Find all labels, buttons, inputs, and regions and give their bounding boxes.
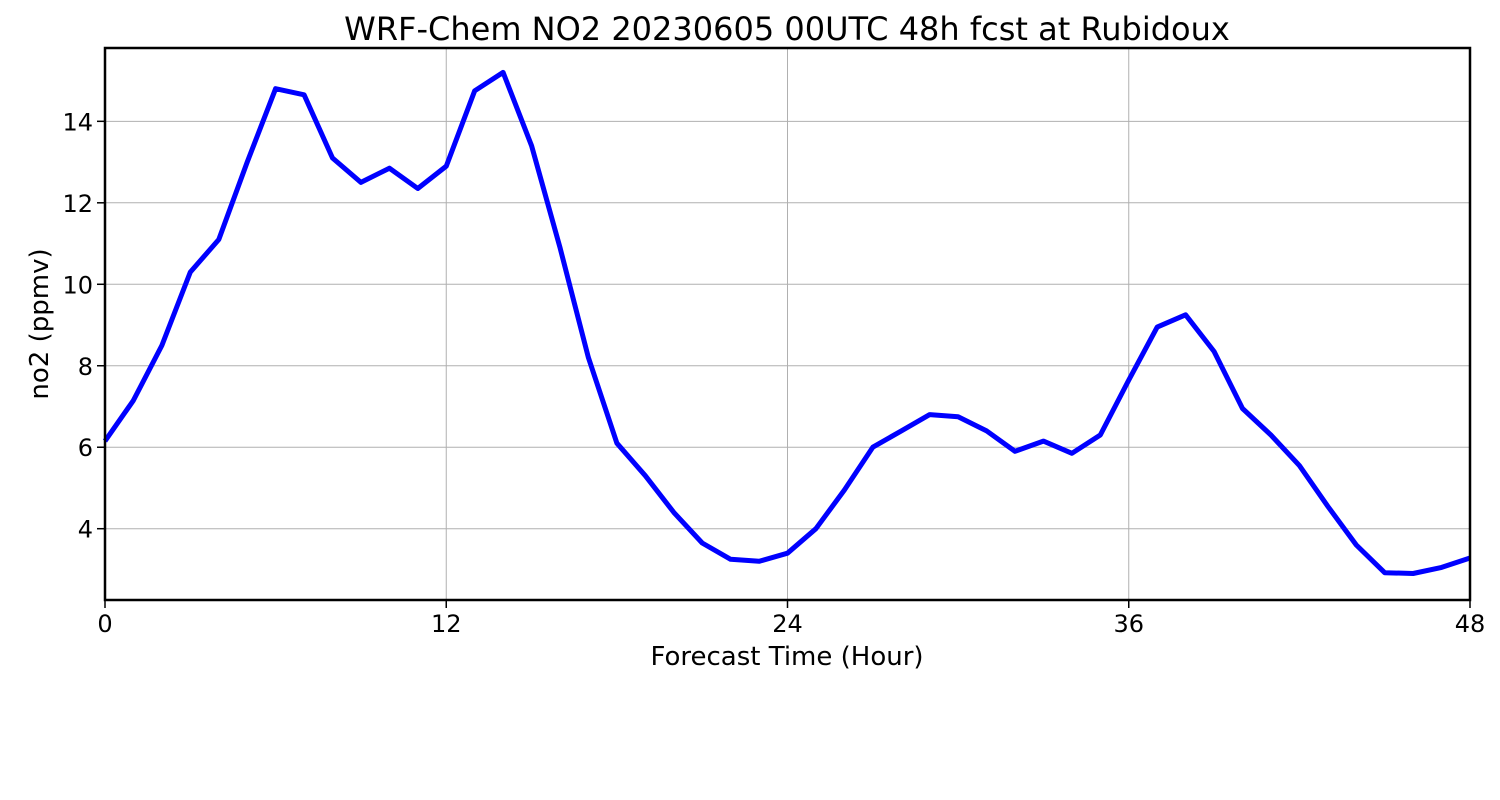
x-tick-label: 24: [772, 610, 803, 638]
y-tick-label: 8: [78, 353, 93, 381]
y-axis-label: no2 (ppmv): [25, 248, 55, 399]
y-tick-label: 14: [62, 108, 93, 136]
axis-ticks: 0 12 24 36 48 4 6 8 10 12 14: [62, 108, 1485, 638]
x-tick-label: 48: [1455, 610, 1486, 638]
x-tick-label: 12: [431, 610, 462, 638]
plot-frame: [103, 46, 1472, 602]
y-tick-label: 6: [78, 434, 93, 462]
no2-series-line: [102, 69, 1471, 576]
y-tick-label: 12: [62, 190, 93, 218]
y-tick-label: 10: [62, 271, 93, 299]
data-series: [102, 69, 1471, 576]
grid-lines: [105, 48, 1470, 600]
x-tick-label: 0: [97, 610, 112, 638]
chart-title: WRF-Chem NO2 20230605 00UTC 48h fcst at …: [344, 10, 1230, 48]
x-axis-label: Forecast Time (Hour): [650, 642, 923, 672]
x-tick-label: 36: [1113, 610, 1144, 638]
y-tick-label: 4: [78, 516, 93, 544]
